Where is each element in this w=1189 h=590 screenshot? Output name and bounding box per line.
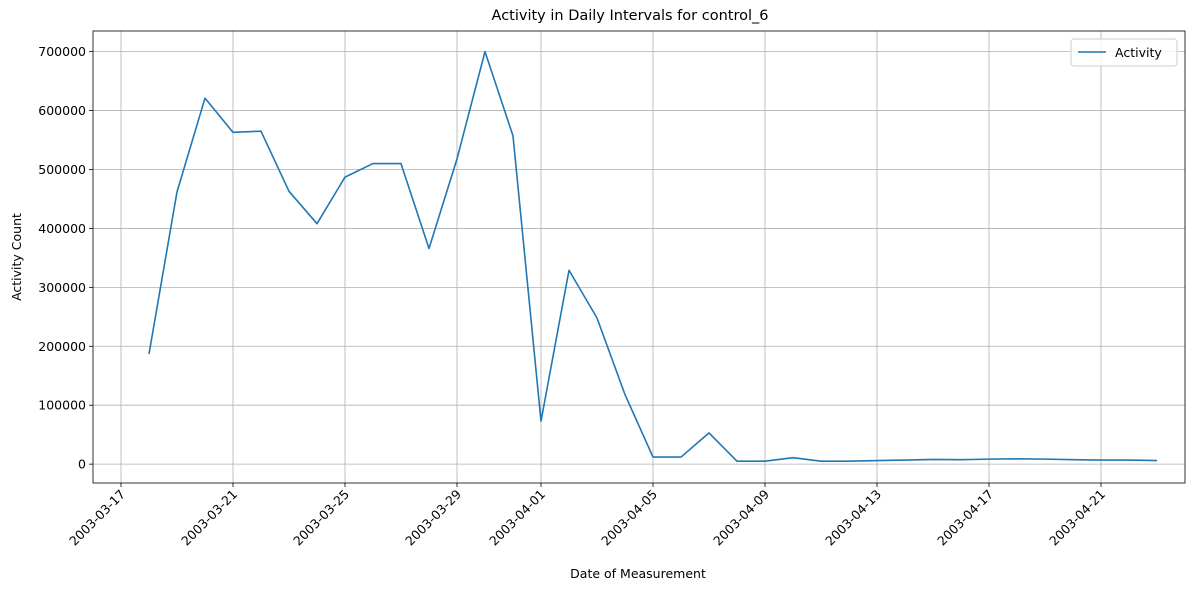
y-tick-label: 500000 [38, 162, 86, 177]
y-axis-label: Activity Count [9, 213, 24, 301]
x-tick-label: 2003-04-21 [1046, 487, 1108, 549]
y-tick-label: 100000 [38, 398, 86, 413]
x-tick-label: 2003-04-17 [934, 487, 996, 549]
legend: Activity [1070, 38, 1178, 67]
y-tick-label: 600000 [38, 103, 86, 118]
y-tick-label: 200000 [38, 339, 86, 354]
series-layer [148, 50, 1158, 463]
y-axis: 0 100000 200000 300000 400000 500000 600000 700… [38, 44, 93, 472]
x-tick-label: 2003-04-01 [486, 487, 548, 549]
x-tick-label: 2003-04-09 [710, 486, 772, 548]
x-axis: 2003-03-17 2003-03-21 2003-03-25 2003-03-29… [66, 483, 1108, 548]
grid [93, 31, 1185, 483]
x-tick-label: 2003-03-17 [66, 487, 128, 549]
y-tick-label: 400000 [38, 221, 86, 236]
y-tick-label: 700000 [38, 44, 86, 59]
chart-title: Activity in Daily Intervals for control_… [492, 8, 769, 24]
x-tick-label: 2003-03-25 [290, 487, 352, 549]
legend-frame [1070, 38, 1178, 67]
x-tick-label: 2003-03-29 [402, 486, 464, 548]
y-tick-label: 300000 [38, 280, 86, 295]
legend-label-activity: Activity [1115, 45, 1162, 60]
x-axis-label: Date of Measurement [570, 566, 706, 581]
x-tick-label: 2003-03-21 [178, 487, 240, 549]
y-tick-label: 0 [78, 457, 86, 472]
series-line-activity [148, 50, 1158, 463]
x-tick-label: 2003-04-13 [822, 487, 884, 549]
x-tick-label: 2003-04-05 [598, 487, 660, 549]
plot-frame [92, 30, 1186, 484]
